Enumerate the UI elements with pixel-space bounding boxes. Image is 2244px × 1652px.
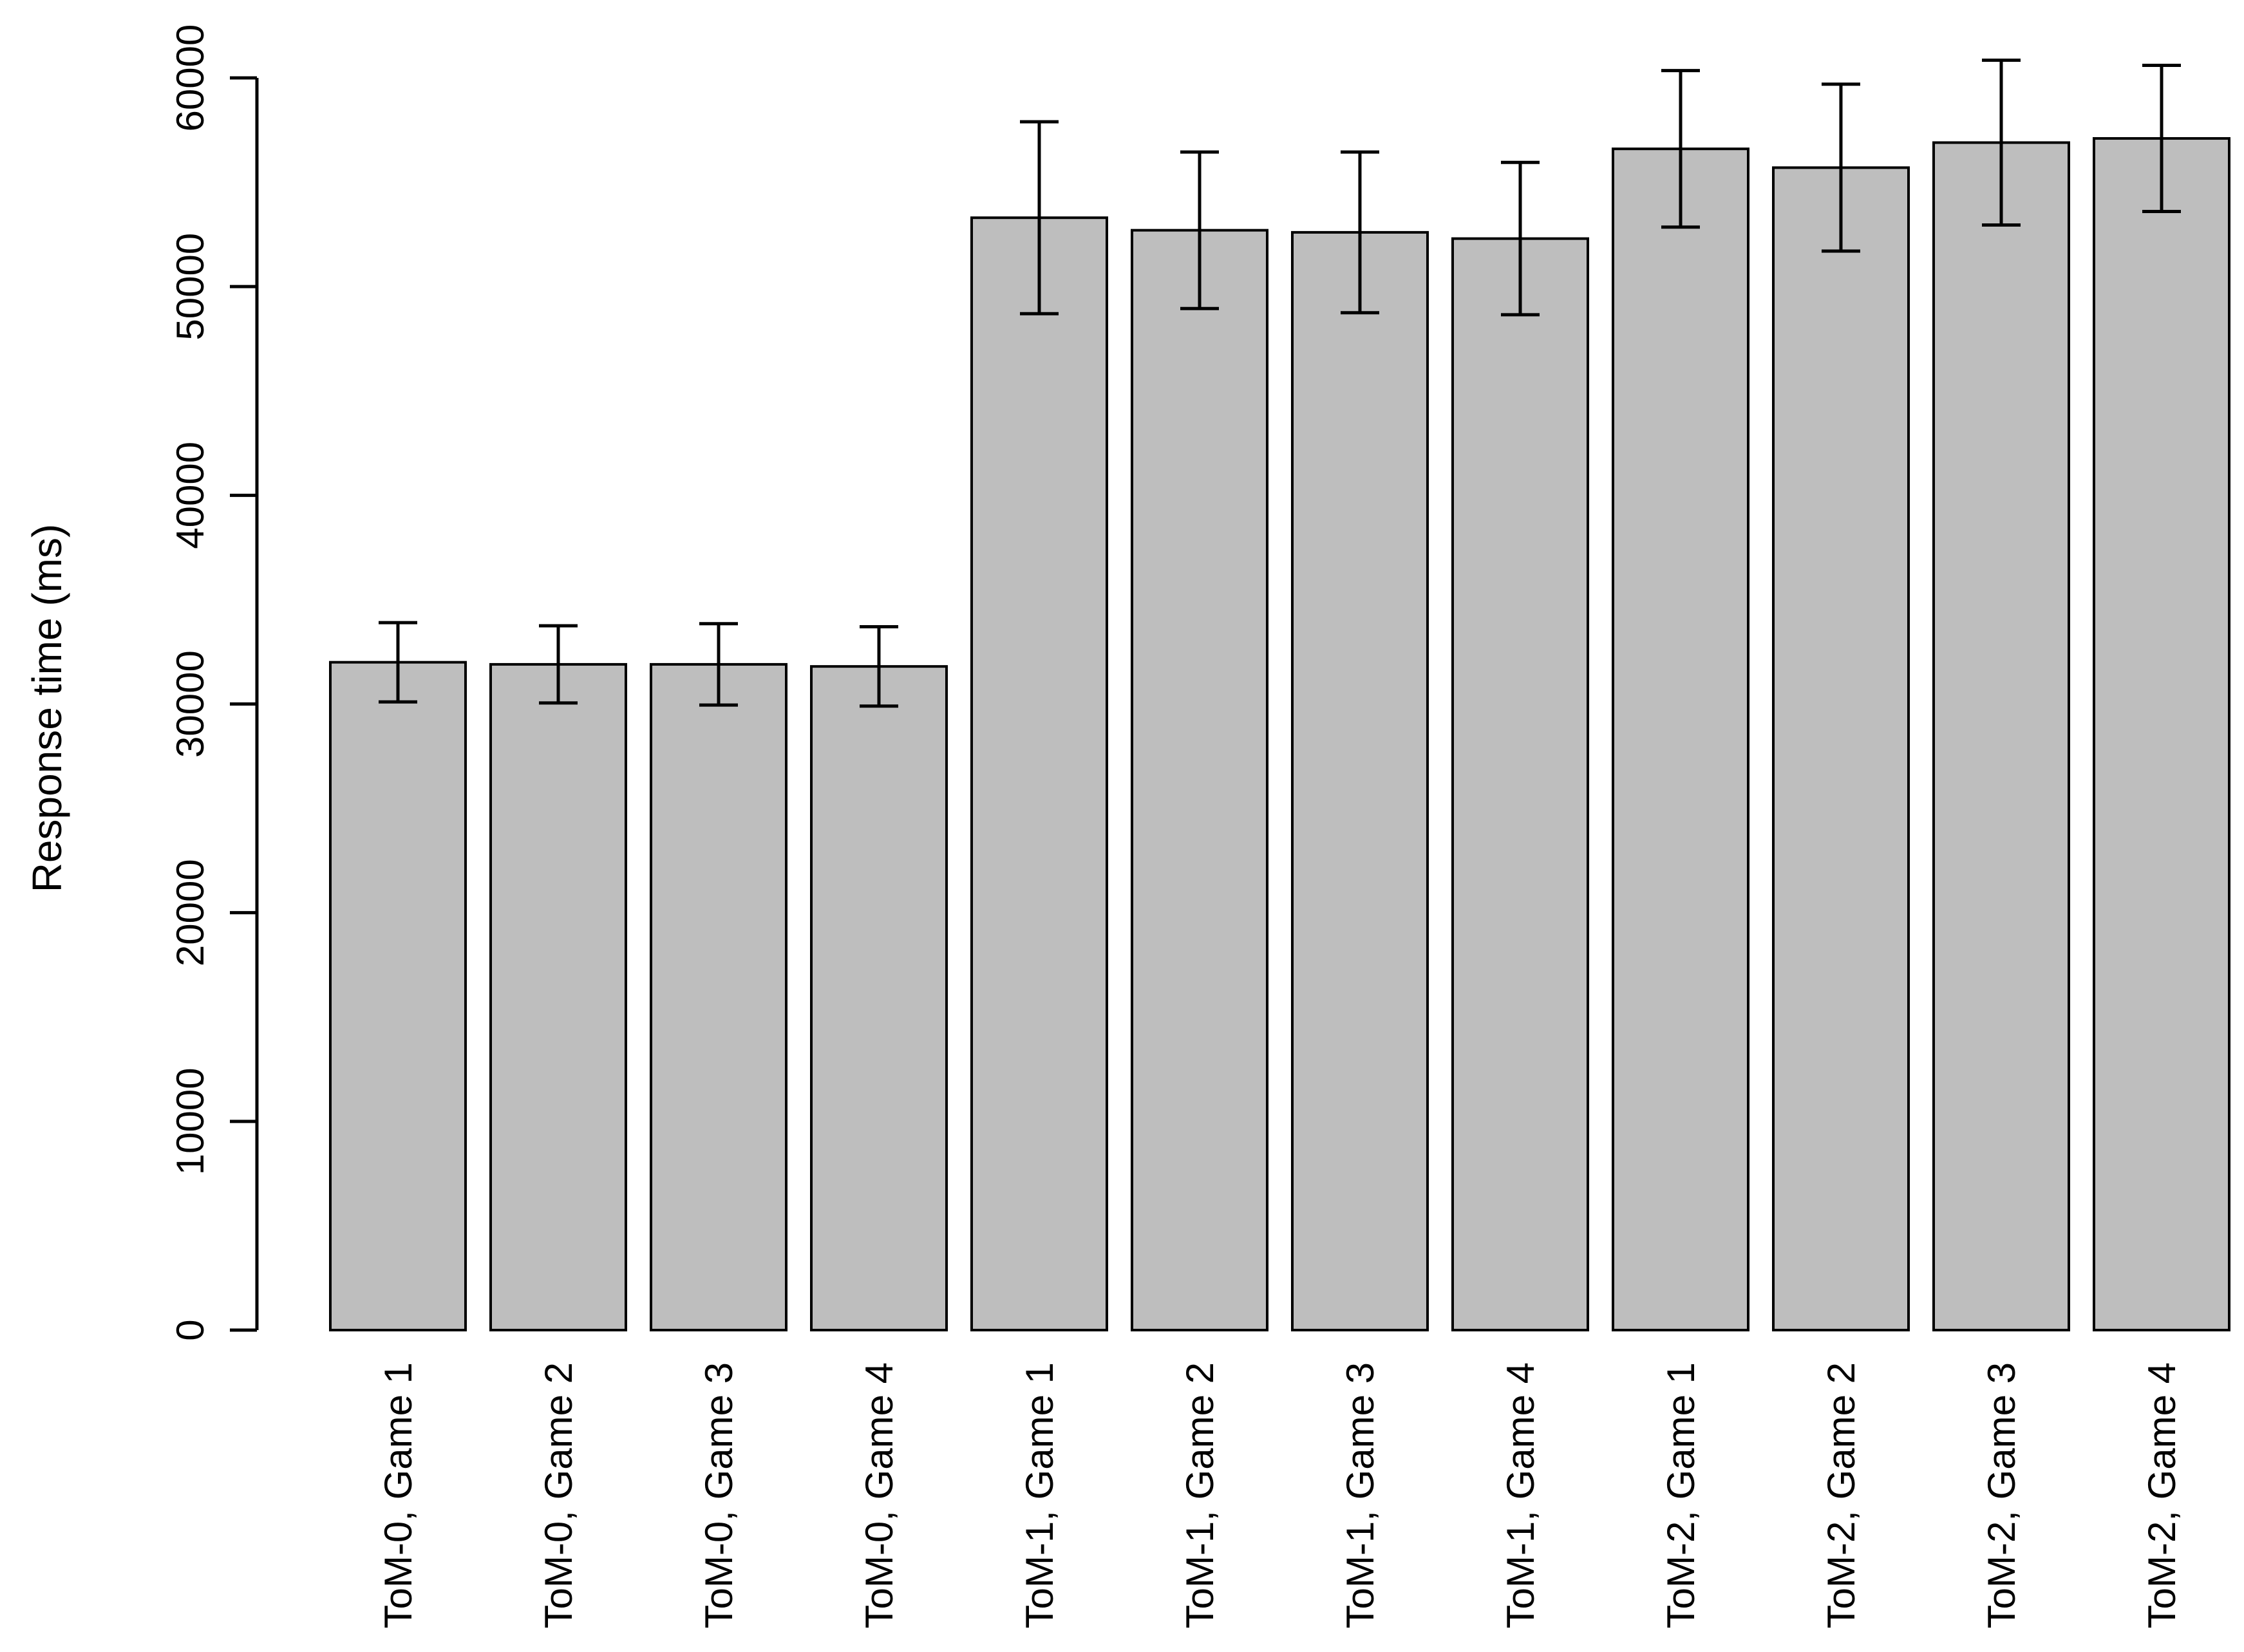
bar-5 (970, 216, 1108, 1332)
y-axis-layer: 0 10000 20000 30000 40000 50000 60000 (169, 24, 259, 1341)
y-tick-label-10000: 10000 (169, 1067, 212, 1175)
bar-6 (1131, 229, 1268, 1331)
y-tick-label-60000: 60000 (169, 24, 212, 132)
bar-3 (650, 662, 787, 1331)
bar-8 (1451, 237, 1589, 1332)
y-tick-label-50000: 50000 (169, 233, 212, 341)
x-category-label-7: ToM-1, Game 3 (1339, 1362, 1382, 1628)
y-tick-label-30000: 30000 (169, 650, 212, 758)
y-tick-label-20000: 20000 (169, 859, 212, 966)
x-category-label-11: ToM-2, Game 3 (1980, 1362, 2023, 1628)
x-category-label-9: ToM-2, Game 1 (1659, 1362, 1702, 1628)
y-axis-title: Response time (ms) (24, 524, 70, 893)
x-labels-layer: ToM-0, Game 1 ToM-0, Game 2 ToM-0, Game 3 T… (377, 1362, 2183, 1628)
x-category-label-3: ToM-0, Game 3 (697, 1362, 740, 1628)
bar-2 (489, 662, 627, 1331)
bar-9 (1612, 147, 1749, 1331)
x-category-label-2: ToM-0, Game 2 (537, 1362, 580, 1628)
x-category-label-4: ToM-0, Game 4 (858, 1362, 901, 1628)
x-category-label-5: ToM-1, Game 1 (1018, 1362, 1061, 1628)
y-tick-label-40000: 40000 (169, 442, 212, 549)
bar-4 (810, 665, 948, 1331)
x-category-label-8: ToM-1, Game 4 (1499, 1362, 1542, 1628)
bar-12 (2093, 137, 2230, 1332)
y-tick-label-0: 0 (169, 1319, 212, 1340)
x-category-label-6: ToM-1, Game 2 (1178, 1362, 1221, 1628)
bar-10 (1772, 166, 1910, 1331)
x-category-label-1: ToM-0, Game 1 (377, 1362, 420, 1628)
bar-7 (1291, 230, 1429, 1332)
x-category-label-10: ToM-2, Game 2 (1820, 1362, 1863, 1628)
bar-1 (329, 661, 467, 1331)
x-category-label-12: ToM-2, Game 4 (2140, 1362, 2183, 1628)
bar-11 (1932, 141, 2070, 1331)
error-bars-layer (379, 58, 2181, 708)
bars-layer (329, 137, 2230, 1332)
